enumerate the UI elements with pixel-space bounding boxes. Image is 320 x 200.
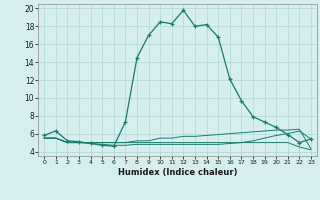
X-axis label: Humidex (Indice chaleur): Humidex (Indice chaleur) (118, 168, 237, 177)
